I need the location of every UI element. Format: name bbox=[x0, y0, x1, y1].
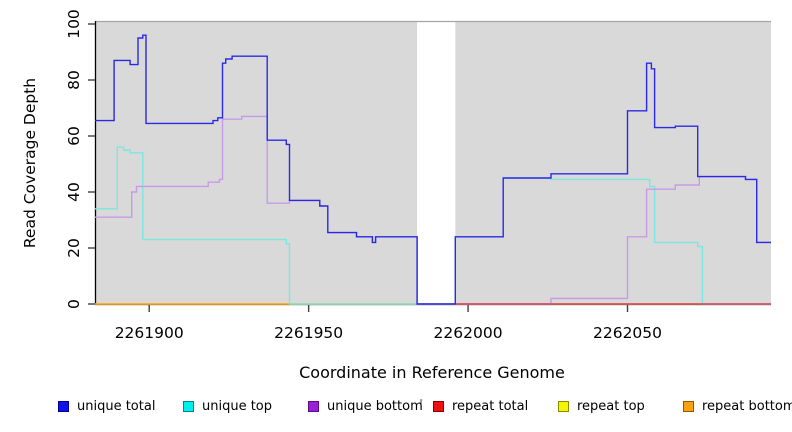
legend-item-unique-total: unique total bbox=[58, 397, 155, 415]
legend-swatch-repeat-bottom bbox=[683, 400, 694, 412]
legend-swatch-unique-total bbox=[58, 400, 69, 412]
legend-label: repeat bottom bbox=[702, 398, 792, 414]
legend-label: unique top bbox=[202, 398, 273, 414]
x-tick-label: 2262000 bbox=[434, 324, 503, 342]
legend-item-repeat-total: repeat total bbox=[433, 397, 528, 415]
no-data-band bbox=[417, 22, 456, 304]
y-tick-label: 60 bbox=[65, 126, 83, 146]
legend-swatch-unique-top bbox=[183, 400, 194, 412]
legend-item-repeat-bottom: repeat bottom bbox=[683, 397, 792, 415]
x-tick-label: 2261900 bbox=[115, 324, 184, 342]
legend-item-unique-top: unique top bbox=[183, 397, 272, 415]
legend: unique total unique top unique bottom re… bbox=[0, 397, 792, 417]
y-axis-title: Read Coverage Depth bbox=[21, 77, 39, 249]
legend-swatch-repeat-top bbox=[558, 400, 569, 412]
legend-label: repeat top bbox=[577, 398, 645, 414]
legend-label: repeat total bbox=[452, 398, 529, 414]
legend-swatch-unique-bottom bbox=[308, 400, 319, 412]
x-axis-title: Coordinate in Reference Genome bbox=[299, 363, 565, 382]
series-unique-total-line bbox=[95, 34, 771, 305]
y-tick-label: 100 bbox=[65, 9, 83, 39]
x-tick-label: 2261950 bbox=[274, 324, 343, 342]
y-tick-label: 40 bbox=[65, 182, 83, 202]
legend-swatch-repeat-total bbox=[433, 400, 444, 412]
y-tick-label: 0 bbox=[65, 299, 83, 309]
legend-item-unique-bottom: unique bottom bbox=[308, 397, 423, 415]
legend-label: unique bottom bbox=[327, 398, 423, 414]
x-tick-label: 2262050 bbox=[593, 324, 662, 342]
legend-item-repeat-top: repeat top bbox=[558, 397, 645, 415]
legend-label: unique total bbox=[77, 398, 156, 414]
y-tick-label: 20 bbox=[65, 238, 83, 258]
y-tick-label: 80 bbox=[65, 70, 83, 90]
